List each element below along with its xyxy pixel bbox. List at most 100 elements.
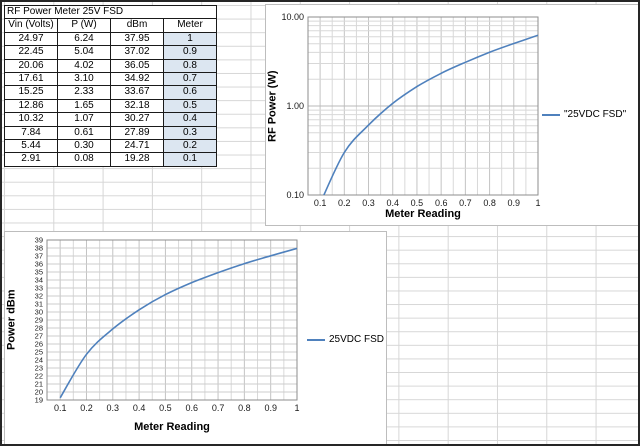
table-cell[interactable]: 0.6	[163, 85, 217, 100]
table-header-row: Vin (Volts) P (W) dBm Meter	[4, 18, 217, 33]
x-tick-label: 0.7	[459, 198, 472, 208]
table-cell[interactable]: 7.84	[4, 125, 58, 141]
power-dbm-chart[interactable]: 0.1 0.2 0.3 0.4 0.5 0.6 0.7 0.8 0.9 1 39 38 37 36 35 34…	[4, 231, 387, 444]
table-cell[interactable]: 5.04	[57, 45, 111, 60]
table-cell[interactable]: 5.44	[4, 139, 58, 154]
table-cell[interactable]: 2.91	[4, 152, 58, 167]
table-row: 22.45 5.04 37.02 0.9	[4, 45, 217, 60]
table-cell[interactable]: 19.28	[110, 152, 164, 167]
table-cell[interactable]: 20.06	[4, 58, 58, 74]
power-dbm-chart-plot: 0.1 0.2 0.3 0.4 0.5 0.6 0.7 0.8 0.9 1 393837363534…	[35, 236, 300, 413]
table-cell[interactable]: 0.5	[163, 98, 217, 114]
y-axis-title: RF Power (W)	[266, 70, 279, 142]
table-cell[interactable]: 0.7	[163, 72, 217, 87]
table-cell[interactable]: 24.97	[4, 31, 58, 47]
x-tick-label: 0.5	[411, 198, 424, 208]
table-cell[interactable]: 15.25	[4, 85, 58, 100]
table-cell[interactable]: 10.32	[4, 112, 58, 127]
y-tick-label: 36	[35, 260, 43, 269]
x-tick-label: 0.8	[483, 198, 496, 208]
x-tick-label: 0.4	[133, 403, 146, 413]
table-cell[interactable]: 0.30	[57, 139, 111, 154]
table-row: 20.06 4.02 36.05 0.8	[4, 58, 217, 74]
x-tick-label: 1	[294, 403, 299, 413]
table-row: 2.91 0.08 19.28 0.1	[4, 152, 217, 167]
x-tick-label: 0.3	[107, 403, 120, 413]
table-cell[interactable]: 1.65	[57, 98, 111, 114]
y-tick-label: 28	[35, 324, 43, 333]
table-cell[interactable]: 37.02	[110, 45, 164, 60]
table-cell[interactable]: 4.02	[57, 58, 111, 74]
y-tick-label: 35	[35, 268, 43, 277]
table-cell[interactable]: 12.86	[4, 98, 58, 114]
table-cell[interactable]: 2.33	[57, 85, 111, 100]
rf-power-log-chart[interactable]: 0.1 0.2 0.3 0.4 0.5 0.6 0.7 0.8 0.9 1 10.00 1.00 0.1…	[265, 4, 638, 226]
table-cell[interactable]: 22.45	[4, 45, 58, 60]
table-cell[interactable]: 0.61	[57, 125, 111, 141]
y-tick-label: 32	[35, 292, 43, 301]
table-cell[interactable]: 0.9	[163, 45, 217, 60]
column-header[interactable]: dBm	[110, 18, 164, 33]
table-cell[interactable]: 27.89	[110, 125, 164, 141]
y-tick-label: 21	[35, 380, 43, 389]
chart-legend: 25VDC FSD	[307, 334, 384, 345]
x-tick-label: 0.1	[54, 403, 67, 413]
table-cell[interactable]: 17.61	[4, 72, 58, 87]
y-tick-label: 34	[35, 276, 43, 285]
y-tick-label: 37	[35, 252, 43, 261]
y-tick-label: 22	[35, 372, 43, 381]
table-cell[interactable]: 0.08	[57, 152, 111, 167]
table-title[interactable]: RF Power Meter 25V FSD	[4, 4, 217, 20]
table-cell[interactable]: 0.1	[163, 152, 217, 167]
y-axis-title: Power dBm	[5, 289, 18, 351]
column-header[interactable]: Vin (Volts)	[4, 18, 58, 33]
table-row: 15.25 2.33 33.67 0.6	[4, 85, 217, 100]
table-row: 12.86 1.65 32.18 0.5	[4, 98, 217, 114]
y-tick-label: 20	[35, 388, 43, 397]
table-cell[interactable]: 37.95	[110, 31, 164, 47]
table-cell[interactable]: 24.71	[110, 139, 164, 154]
y-tick-label: 26	[35, 340, 43, 349]
y-tick-label: 24	[35, 356, 43, 365]
plot-border	[307, 16, 539, 196]
x-tick-label: 0.8	[238, 403, 251, 413]
y-tick-label: 31	[35, 300, 43, 309]
x-tick-label: 0.3	[362, 198, 375, 208]
table-cell[interactable]: 32.18	[110, 98, 164, 114]
table-row: 17.61 3.10 34.92 0.7	[4, 72, 217, 87]
legend-label: "25VDC FSD"	[564, 109, 627, 120]
x-axis-title: Meter Reading	[385, 208, 461, 220]
x-tick-label: 0.2	[338, 198, 351, 208]
x-tick-label: 0.5	[159, 403, 172, 413]
table-row: 24.97 6.24 37.95 1	[4, 31, 217, 47]
column-header[interactable]: Meter	[163, 18, 217, 33]
y-tick-label: 19	[35, 396, 43, 405]
table-cell[interactable]: 3.10	[57, 72, 111, 87]
series-line	[323, 34, 538, 195]
table-cell[interactable]: 30.27	[110, 112, 164, 127]
table-cell[interactable]: 1	[163, 31, 217, 47]
y-tick-label: 29	[35, 316, 43, 325]
table-cell[interactable]: 33.67	[110, 85, 164, 100]
x-axis-title: Meter Reading	[134, 421, 210, 433]
y-tick-label: 33	[35, 284, 43, 293]
table-cell[interactable]: 1.07	[57, 112, 111, 127]
table-cell[interactable]: 0.3	[163, 125, 217, 141]
table-cell[interactable]: 0.4	[163, 112, 217, 127]
power-meter-table: RF Power Meter 25V FSD Vin (Volts) P (W) d…	[4, 4, 217, 167]
y-tick-label: 39	[35, 236, 43, 245]
table-cell[interactable]: 36.05	[110, 58, 164, 74]
series-line	[59, 247, 297, 399]
table-cell[interactable]: 6.24	[57, 31, 111, 47]
x-tick-label: 0.1	[314, 198, 327, 208]
table-row: 5.44 0.30 24.71 0.2	[4, 139, 217, 154]
x-tick-label: 0.9	[508, 198, 521, 208]
legend-label: 25VDC FSD	[329, 334, 385, 345]
table-cell[interactable]: 34.92	[110, 72, 164, 87]
x-tick-label: 0.9	[264, 403, 277, 413]
table-cell[interactable]: 0.8	[163, 58, 217, 74]
x-tick-label: 1	[535, 198, 540, 208]
table-cell[interactable]: 0.2	[163, 139, 217, 154]
column-header[interactable]: P (W)	[57, 18, 111, 33]
